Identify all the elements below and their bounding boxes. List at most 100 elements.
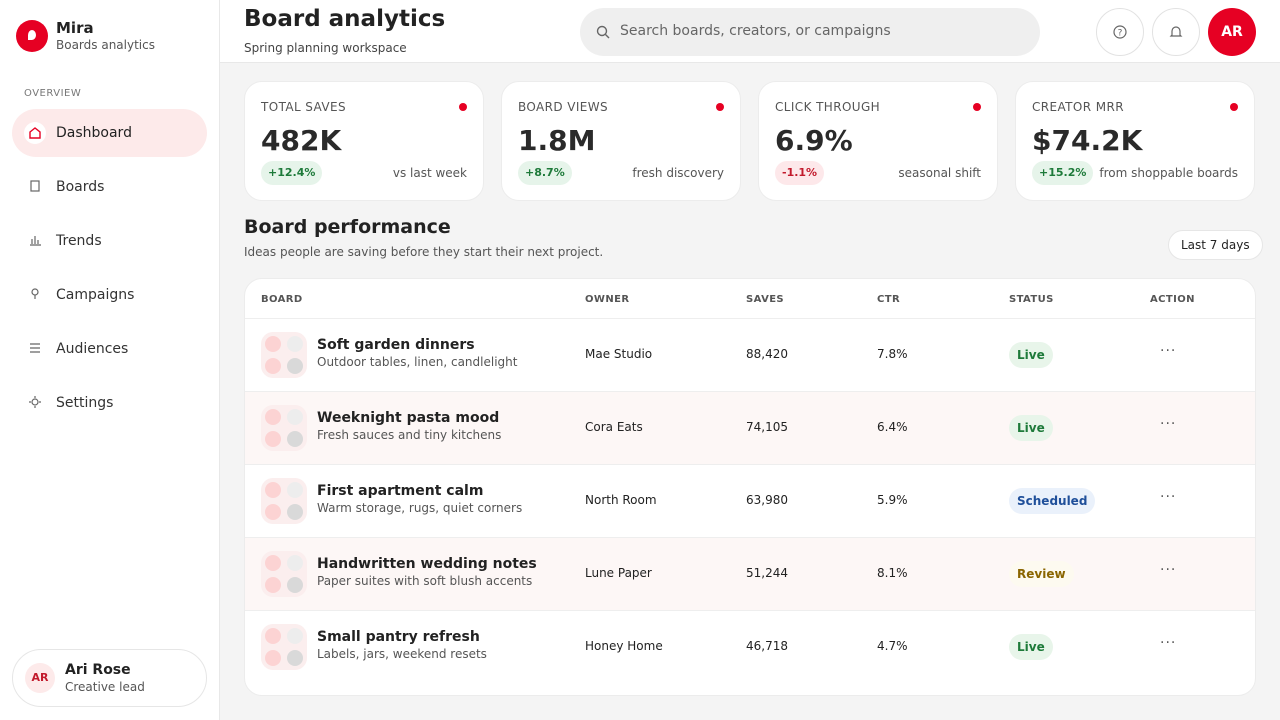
section-title: Board performance xyxy=(244,216,451,238)
board-description: Outdoor tables, linen, candlelight xyxy=(317,355,518,369)
section-subtitle: Ideas people are saving before they star… xyxy=(244,245,604,259)
table-row[interactable]: Weeknight pasta mood Fresh sauces and tin… xyxy=(245,391,1255,464)
row-actions[interactable]: ··· xyxy=(1160,562,1177,578)
kpi-value: $74.2K xyxy=(1032,124,1143,157)
owner: Honey Home xyxy=(585,639,663,653)
board-description: Warm storage, rugs, quiet corners xyxy=(317,501,523,515)
kpi-label: BOARD VIEWS xyxy=(518,100,609,114)
nav-section: OVERVIEW xyxy=(24,88,82,99)
row-actions[interactable]: ··· xyxy=(1160,416,1177,432)
board-title: Soft garden dinners xyxy=(317,337,475,353)
nav-label: Trends xyxy=(56,233,102,249)
row-actions[interactable]: ··· xyxy=(1160,635,1177,651)
main: Board analytics Spring planning workspac… xyxy=(220,0,1280,720)
board-thumbnail xyxy=(261,624,307,670)
kpi-card: BOARD VIEWS 1.8M +8.7% fresh discovery xyxy=(501,81,741,201)
saves: 51,244 xyxy=(746,566,788,580)
svg-text:?: ? xyxy=(1118,29,1123,39)
row-actions[interactable]: ··· xyxy=(1160,343,1177,359)
column-header: BOARD xyxy=(261,294,303,305)
table-row[interactable]: Small pantry refresh Labels, jars, weeken… xyxy=(245,610,1255,683)
board-thumbnail xyxy=(261,332,307,378)
saves: 46,718 xyxy=(746,639,788,653)
kpi-label: TOTAL SAVES xyxy=(261,100,346,114)
saves: 88,420 xyxy=(746,347,788,361)
kpi-note: fresh discovery xyxy=(632,166,724,180)
ctr: 4.7% xyxy=(877,639,908,653)
search-placeholder: Search boards, creators, or campaigns xyxy=(620,23,891,39)
user-name: Ari Rose xyxy=(65,662,131,678)
owner: Lune Paper xyxy=(585,566,652,580)
column-header: CTR xyxy=(877,294,901,305)
kpi-value: 6.9% xyxy=(775,124,853,157)
ctr: 5.9% xyxy=(877,493,908,507)
page-title: Board analytics xyxy=(244,6,446,32)
column-header: OWNER xyxy=(585,294,630,305)
sidebar: Mira Boards analytics OVERVIEW Dashboard… xyxy=(0,0,220,720)
board-title: Small pantry refresh xyxy=(317,629,480,645)
status-pill: Live xyxy=(1009,415,1053,441)
user-role: Creative lead xyxy=(65,680,145,694)
status-dot xyxy=(716,103,724,111)
owner: Cora Eats xyxy=(585,420,643,434)
nav-label: Settings xyxy=(56,395,114,411)
user-card[interactable]: AR Ari Rose Creative lead xyxy=(12,649,207,707)
status-dot xyxy=(1230,103,1238,111)
range-button[interactable]: Last 7 days xyxy=(1168,230,1263,260)
owner: Mae Studio xyxy=(585,347,653,361)
kpi-change: -1.1% xyxy=(775,161,825,185)
kpi-note: from shoppable boards xyxy=(1099,166,1238,180)
kpi-note: seasonal shift xyxy=(898,166,981,180)
board-description: Labels, jars, weekend resets xyxy=(317,647,487,661)
saves: 63,980 xyxy=(746,493,788,507)
table-row[interactable]: Handwritten wedding notes Paper suites wi… xyxy=(245,537,1255,610)
board-description: Paper suites with soft blush accents xyxy=(317,574,533,588)
app-name: Mira xyxy=(56,19,94,37)
saves: 74,105 xyxy=(746,420,788,434)
ctr: 7.8% xyxy=(877,347,908,361)
ctr: 8.1% xyxy=(877,566,908,580)
nav-item[interactable]: Settings xyxy=(12,379,207,427)
kpi-value: 1.8M xyxy=(518,124,596,157)
nav-item[interactable]: Campaigns xyxy=(12,271,207,319)
kpi-change: +12.4% xyxy=(261,161,323,185)
row-actions[interactable]: ··· xyxy=(1160,489,1177,505)
logo xyxy=(16,20,48,52)
top-bar: Board analytics Spring planning workspac… xyxy=(220,0,1280,63)
board-thumbnail xyxy=(261,478,307,524)
owner: North Room xyxy=(585,493,657,507)
column-header: ACTION xyxy=(1150,294,1195,305)
help-button[interactable]: ? xyxy=(1096,8,1144,56)
board-title: Weeknight pasta mood xyxy=(317,410,500,426)
nav-label: Campaigns xyxy=(56,287,135,303)
table-row[interactable]: First apartment calm Warm storage, rugs, … xyxy=(245,464,1255,537)
nav-item[interactable]: Dashboard xyxy=(12,109,207,157)
page-subtitle: Spring planning workspace xyxy=(244,41,407,55)
kpi-label: CREATOR MRR xyxy=(1032,100,1124,114)
kpi-note: vs last week xyxy=(392,166,467,180)
column-header: SAVES xyxy=(746,294,785,305)
nav-item[interactable]: Trends xyxy=(12,217,207,265)
nav-item[interactable]: Boards xyxy=(12,163,207,211)
search-box[interactable]: Search boards, creators, or campaigns xyxy=(580,8,1040,56)
column-header: STATUS xyxy=(1009,294,1054,305)
avatar-button[interactable]: AR xyxy=(1208,8,1256,56)
kpi-change: +8.7% xyxy=(518,161,572,185)
kpi-label: CLICK THROUGH xyxy=(775,100,881,114)
status-pill: Live xyxy=(1009,342,1053,368)
status-dot xyxy=(459,103,467,111)
status-pill: Live xyxy=(1009,634,1053,660)
nav-item[interactable]: Audiences xyxy=(12,325,207,373)
table: BOARD OWNER SAVES CTR STATUS ACTION Soft garde… xyxy=(244,278,1256,696)
nav-label: Boards xyxy=(56,179,105,195)
user-avatar: AR xyxy=(25,663,55,693)
kpi-change: +15.2% xyxy=(1032,161,1094,185)
status-dot xyxy=(973,103,981,111)
notifications-button[interactable] xyxy=(1152,8,1200,56)
board-thumbnail xyxy=(261,405,307,451)
table-row[interactable]: Soft garden dinners Outdoor tables, linen… xyxy=(245,318,1255,391)
nav-label: Dashboard xyxy=(56,125,132,141)
board-description: Fresh sauces and tiny kitchens xyxy=(317,428,502,442)
board-title: Handwritten wedding notes xyxy=(317,556,537,572)
